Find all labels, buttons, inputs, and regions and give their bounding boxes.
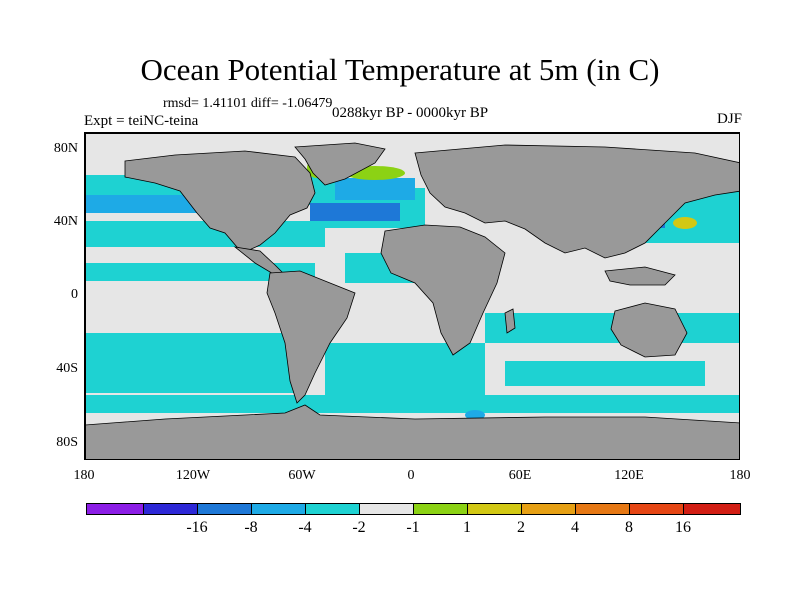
colorbar-tick-label: 1: [463, 519, 471, 536]
colorbar-cell: [251, 503, 306, 515]
colorbar-tick-label: 2: [517, 519, 525, 536]
map-border: [85, 133, 739, 459]
land-maritime-continent: [604, 266, 676, 286]
stats-text: rmsd= 1.41101 diff= -1.06479: [163, 96, 333, 111]
band-south-pacific: [85, 333, 305, 393]
patch-gulf-stream-blue: [310, 203, 400, 221]
colorbar-tick-label: 8: [625, 519, 633, 536]
colorbar-tick-label: -8: [244, 519, 258, 536]
map-panel: [84, 132, 740, 460]
colorbar-cell: [683, 503, 741, 515]
lat-label-40n: 40N: [53, 214, 78, 229]
band-equatorial-pacific: [85, 263, 315, 281]
lon-label-120e: 120E: [614, 468, 644, 483]
land-eurasia: [414, 144, 739, 259]
colorbar-cell: [521, 503, 576, 515]
land-north-america: [124, 150, 316, 252]
band-north-pacific-south: [85, 221, 325, 247]
colorbar-cell: [575, 503, 630, 515]
land-masses: [85, 142, 739, 459]
colorbar-cell: [143, 503, 198, 515]
world-map: [85, 133, 739, 459]
colorbar-cell: [86, 503, 144, 515]
band-southern-ocean-1: [85, 395, 739, 413]
land-australia: [610, 302, 688, 358]
land-south-america: [266, 270, 356, 404]
colorbar-cell: [197, 503, 252, 515]
colorbar-tick-label: -4: [298, 519, 312, 536]
band-southern-ocean-2: [325, 343, 485, 398]
patch-labrador-blue: [335, 178, 415, 200]
colorbar-tick-label: 4: [571, 519, 579, 536]
lat-label-40s: 40S: [56, 361, 78, 376]
colorbar-cell: [467, 503, 522, 515]
lon-label-60w: 60W: [288, 468, 316, 483]
land-africa: [380, 224, 506, 356]
colorbar-tick-label: 16: [675, 519, 691, 536]
lon-label-180w: 180: [73, 468, 95, 483]
land-greenland: [294, 142, 386, 186]
colorbar-tick-label: -2: [352, 519, 366, 536]
colorbar-tick-label: -1: [406, 519, 420, 536]
plot-title: Ocean Potential Temperature at 5m (in C): [140, 52, 660, 87]
land-madagascar: [504, 308, 516, 334]
period-text: 0288kyr BP - 0000kyr BP: [331, 105, 489, 121]
lat-label-80n: 80N: [53, 141, 78, 156]
lon-label-0: 0: [407, 468, 415, 483]
lat-label-80s: 80S: [56, 435, 78, 450]
colorbar-cell: [359, 503, 414, 515]
colorbar-tick-label: -16: [186, 519, 208, 536]
patch-kuroshio-yellow: [673, 217, 697, 229]
colorbar-cell: [305, 503, 360, 515]
colorbar: [86, 503, 741, 515]
land-antarctica: [85, 404, 739, 459]
lon-label-120w: 120W: [175, 468, 211, 483]
band-south-indian: [505, 361, 705, 386]
season-label: DJF: [716, 111, 742, 127]
experiment-label: Expt = teiNC-teina: [84, 113, 199, 129]
lat-label-0: 0: [71, 287, 78, 302]
patch-southern-blue: [465, 410, 485, 420]
lon-label-60e: 60E: [508, 468, 532, 483]
colorbar-cell: [629, 503, 684, 515]
colorbar-cell: [413, 503, 468, 515]
lon-label-180e: 180: [729, 468, 751, 483]
